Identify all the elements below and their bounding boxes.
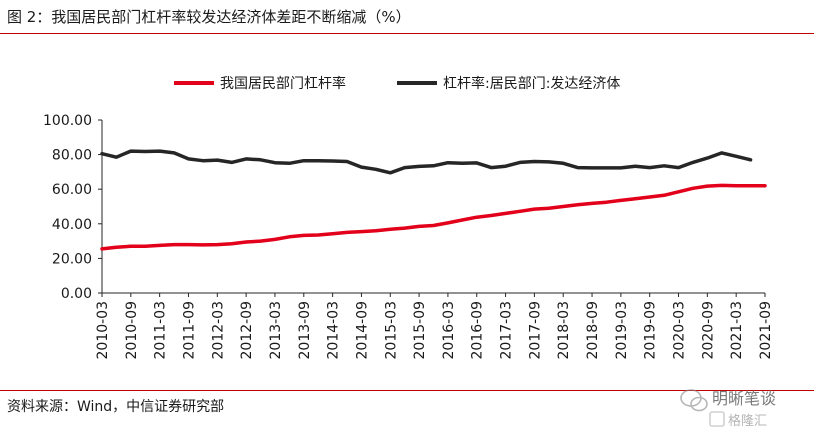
y-tick-label: 40.00: [52, 217, 92, 233]
y-tick-label: 0.00: [61, 286, 92, 302]
x-tick-label: 2010-09: [124, 301, 140, 360]
series-line-black: [100, 149, 753, 175]
x-tick-label: 2018-09: [585, 301, 601, 360]
x-tick-label: 2012-09: [239, 301, 255, 360]
x-axis: 2010-03 2010-09 2011-03 2011-09 2012-03 2012-…: [95, 292, 774, 360]
legend-label-red: 我国居民部门杠杆率: [220, 75, 346, 92]
figure-title: 图 2：我国居民部门杠杆率较发达经济体差距不断缩减（%）: [7, 8, 411, 26]
y-tick-label: 60.00: [52, 182, 92, 198]
plot-area: [100, 149, 767, 251]
line-chart: 我国居民部门杠杆率 杠杆率:居民部门:发达经济体 100.00 80.00 60.0…: [43, 75, 774, 360]
x-tick-label: 2016-03: [441, 301, 457, 360]
watermark-sub: 格隆汇: [728, 413, 767, 429]
x-tick-label: 2017-09: [527, 301, 543, 360]
watermark: 明晰笔谈 格隆汇: [680, 389, 776, 429]
x-tick-label: 2010-03: [95, 301, 111, 360]
x-tick-label: 2019-03: [614, 301, 630, 360]
x-tick-label: 2019-09: [643, 301, 659, 360]
y-tick-label: 80.00: [52, 148, 92, 164]
series-line-red: [100, 183, 767, 251]
title-rule: [0, 33, 814, 34]
y-axis: 100.00 80.00 60.00 40.00 20.00 0.00: [43, 113, 103, 302]
x-tick-label: 2013-09: [297, 301, 313, 360]
wechat-icon: [680, 389, 708, 412]
x-tick-label: 2017-03: [499, 301, 515, 360]
legend-label-black: 杠杆率:居民部门:发达经济体: [443, 75, 620, 92]
x-tick-label: 2021-03: [729, 301, 745, 360]
watermark-text: 明晰笔谈: [712, 389, 776, 408]
x-tick-label: 2015-03: [383, 301, 399, 360]
source-note: 资料来源：Wind，中信证券研究部: [7, 399, 225, 415]
x-tick-label: 2014-03: [326, 301, 342, 360]
x-tick-label: 2015-09: [412, 301, 428, 360]
x-tick-label: 2016-09: [470, 301, 486, 360]
x-tick-label: 2014-09: [354, 301, 370, 360]
y-tick-label: 100.00: [43, 113, 92, 129]
x-tick-label: 2021-09: [758, 301, 774, 360]
x-tick-label: 2013-03: [268, 301, 284, 360]
x-tick-label: 2020-09: [700, 301, 716, 360]
x-tick-label: 2018-03: [556, 301, 572, 360]
source-rule: [0, 390, 814, 391]
legend: 我国居民部门杠杆率 杠杆率:居民部门:发达经济体: [174, 75, 620, 92]
y-tick-label: 20.00: [52, 251, 92, 267]
x-tick-label: 2020-03: [672, 301, 688, 360]
x-tick-label: 2012-03: [210, 301, 226, 360]
x-tick-label: 2011-09: [181, 301, 197, 360]
x-tick-label: 2011-03: [153, 301, 169, 360]
gelonghui-icon: [709, 411, 725, 427]
